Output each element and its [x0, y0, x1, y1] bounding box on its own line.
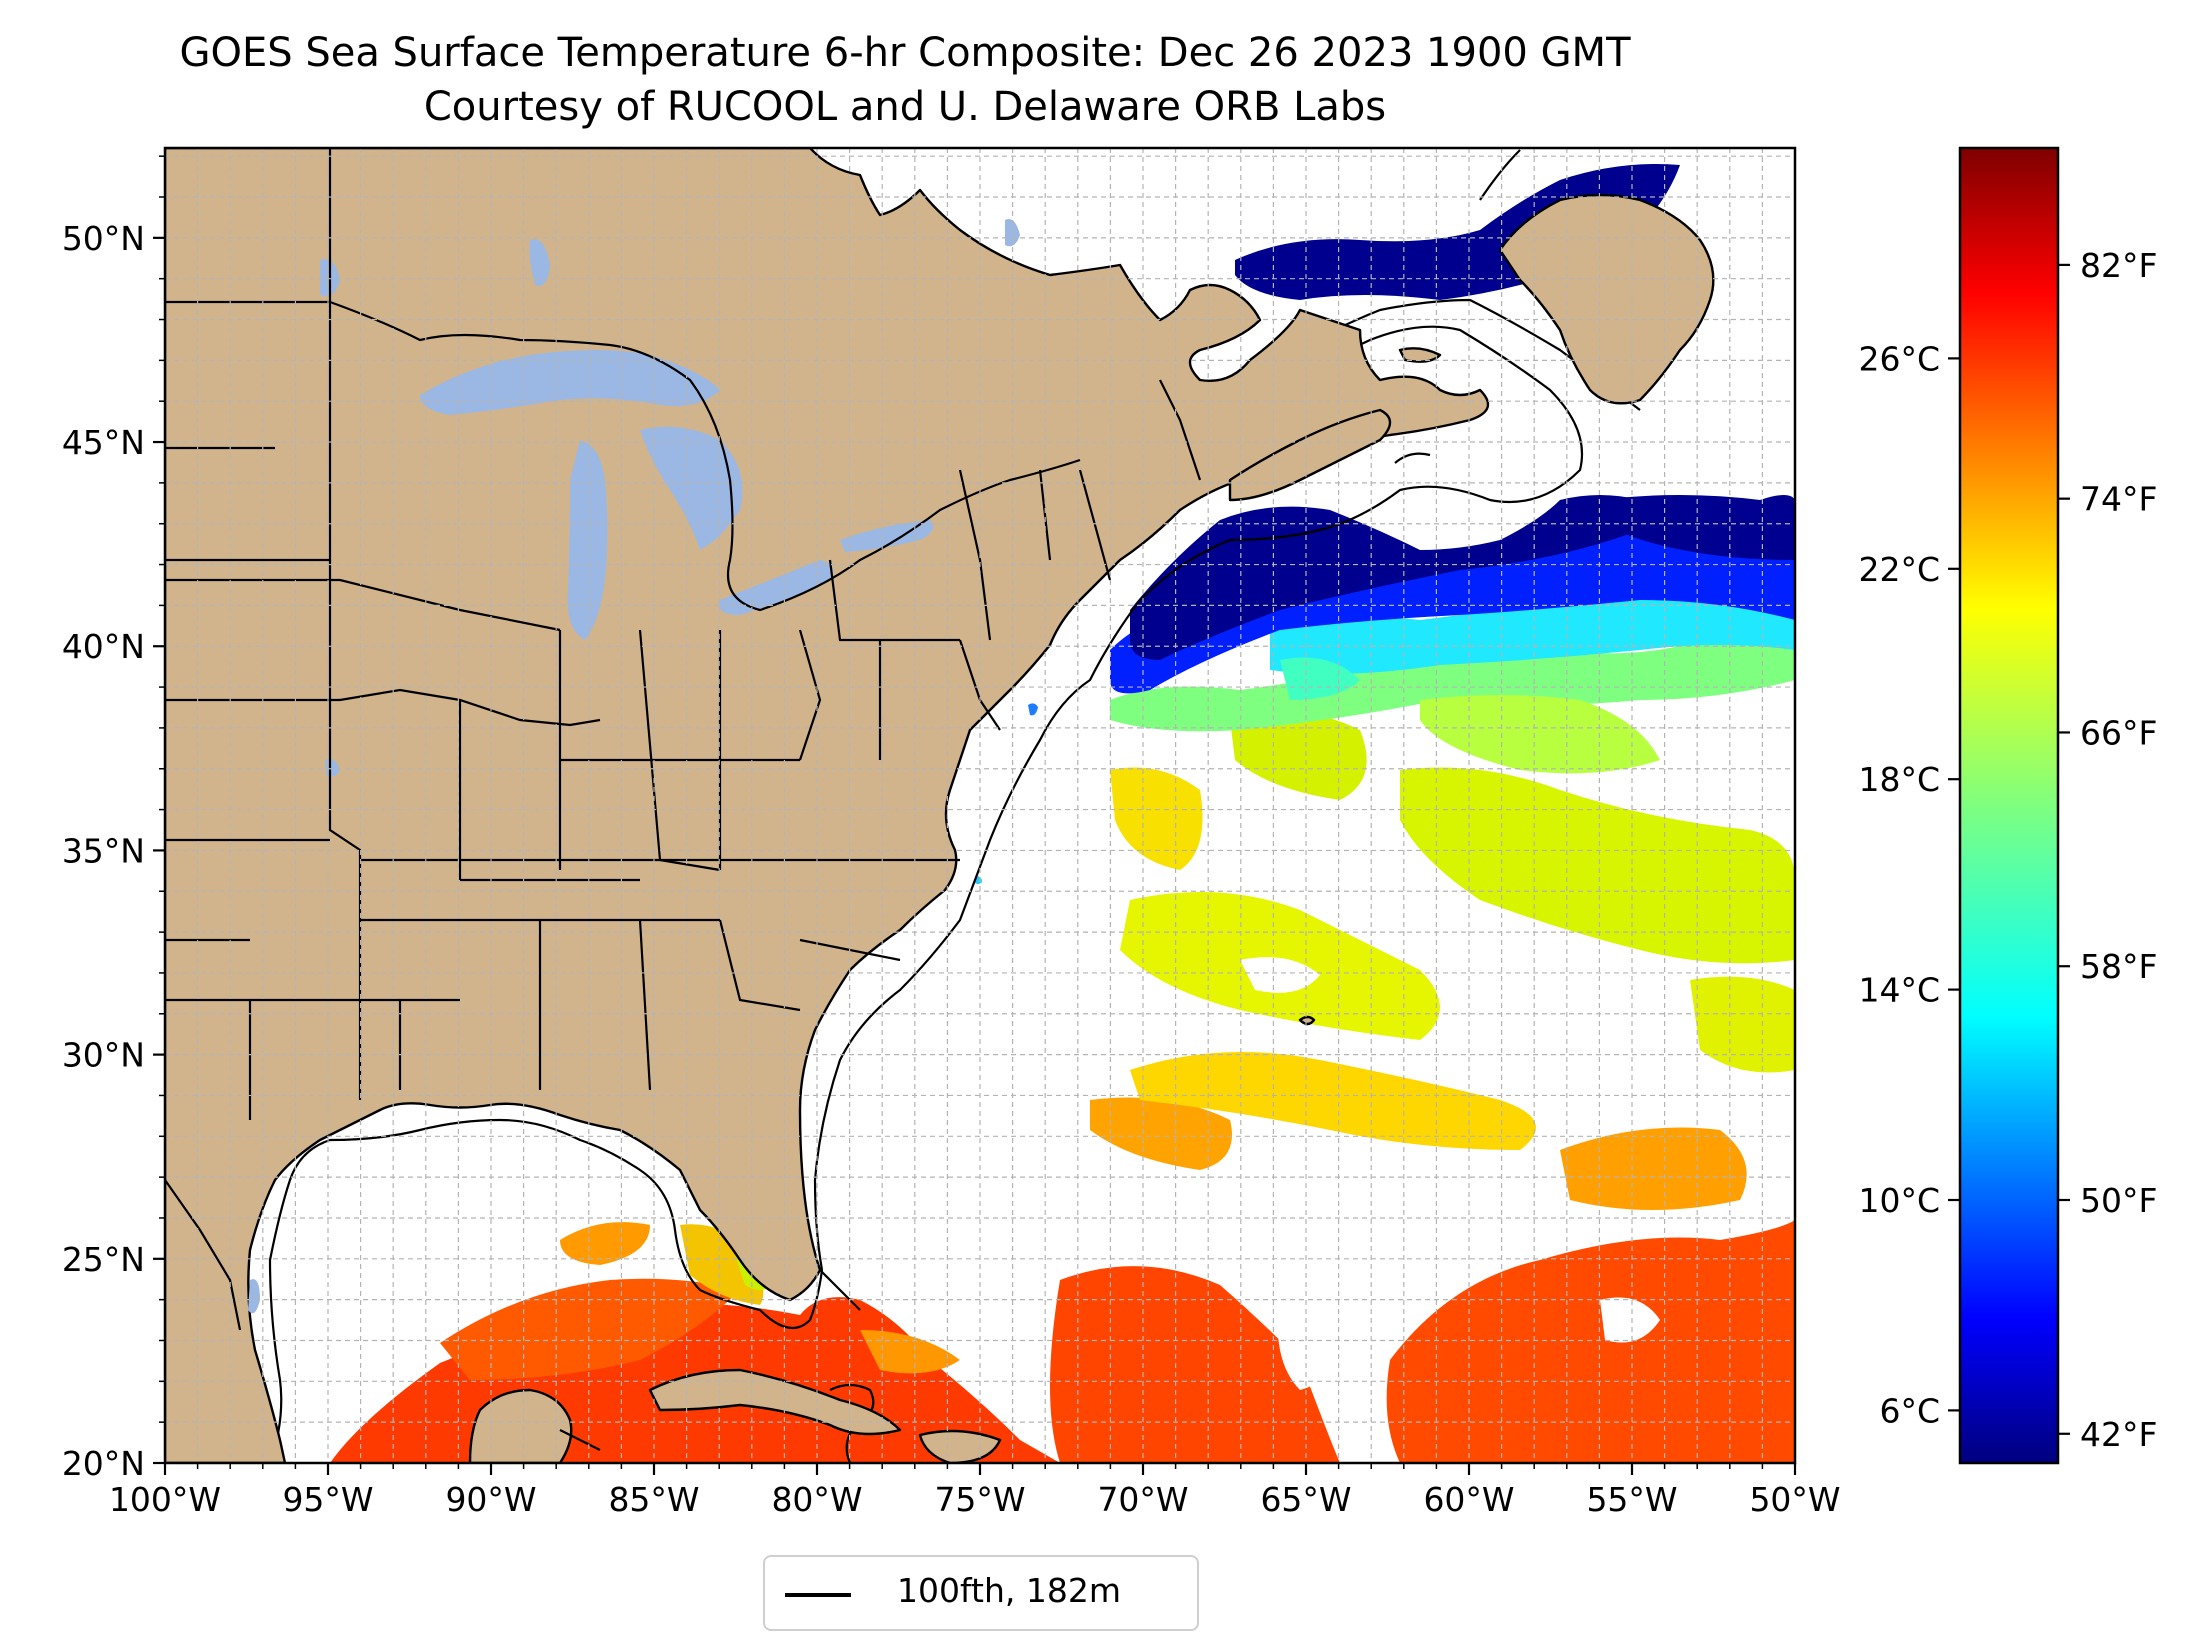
lake-huron [640, 426, 743, 550]
x-tick-label: 85°W [608, 1480, 699, 1519]
cuba-land [648, 1368, 902, 1436]
pei-land [1398, 347, 1442, 363]
colorbar-celsius-axis: 6°C 10°C 14°C 18°C 22°C 26°C [1858, 339, 1960, 1430]
lake-small-1 [248, 1279, 260, 1314]
lake-superior [420, 350, 720, 415]
sst-blue-band [1110, 515, 1795, 694]
sst-cyan-patch [1280, 657, 1360, 700]
y-tick-label: 20°N [62, 1444, 145, 1483]
sst-gulf-orange [560, 1222, 650, 1265]
political-borders [165, 148, 1202, 1451]
colorbar: 6°C 10°C 14°C 18°C 22°C 26°C 42°F 50°F 58°F 66°F… [1858, 146, 2157, 1465]
y-tick-label: 25°N [62, 1240, 145, 1279]
x-tick-label: 65°W [1260, 1480, 1351, 1519]
sst-gulf-south [440, 1278, 740, 1380]
x-tick-label: 80°W [771, 1480, 862, 1519]
colorbar-fahrenheit-label: 42°F [2080, 1415, 2157, 1454]
x-tick-label: 90°W [445, 1480, 536, 1519]
lake-okeechobee [325, 758, 340, 777]
nova-scotia-land [1228, 408, 1392, 502]
x-axis: 100°W 95°W 90°W 85°W 80°W 75°W 70°W 65°W 60°W 55°… [109, 1463, 1841, 1519]
colorbar-celsius-label: 18°C [1858, 760, 1940, 799]
x-tick-label: 50°W [1749, 1480, 1840, 1519]
sst-yellowgreen-far [1690, 976, 1795, 1073]
sst-yellowgreen-mid [1230, 712, 1367, 800]
colorbar-celsius-label: 26°C [1858, 339, 1940, 378]
sst-atlantic-south [1050, 1266, 1340, 1463]
sst-atlantic-southeast [1386, 1220, 1795, 1463]
y-tick-label: 45°N [62, 423, 145, 462]
colorbar-fahrenheit-label: 82°F [2080, 246, 2157, 285]
sst-orange-mid [1090, 1097, 1232, 1170]
lake-erie [719, 560, 834, 615]
land-mass [165, 148, 1715, 1463]
colorbar-fahrenheit-label: 58°F [2080, 947, 2157, 986]
lake-ontario [840, 520, 934, 552]
sst-navy-gulf-maine [1130, 495, 1795, 660]
colorbar-celsius-label: 6°C [1879, 1391, 1940, 1430]
newfoundland-land [1498, 193, 1715, 405]
sst-yellow-band [1130, 1052, 1536, 1150]
map-subtitle: Courtesy of RUCOOL and U. Delaware ORB L… [423, 84, 1387, 130]
y-tick-label: 40°N [62, 627, 145, 666]
great-lakes [248, 219, 1020, 1314]
colorbar-gradient [1958, 146, 2060, 1465]
map-plot-area [165, 148, 1795, 1463]
y-tick-label: 35°N [62, 831, 145, 870]
y-axis: 20°N 25°N 30°N 35°N 40°N 45°N 50°N [62, 155, 165, 1483]
x-tick-label: 70°W [1097, 1480, 1188, 1519]
graticule [165, 148, 1795, 1463]
sst-yellow-west [1110, 767, 1203, 870]
y-tick-label: 30°N [62, 1036, 145, 1075]
lake-michigan [567, 440, 608, 640]
sst-yellowgreen-east [1400, 767, 1795, 964]
y-tick-label: 50°N [62, 219, 145, 258]
colorbar-fahrenheit-label: 50°F [2080, 1181, 2157, 1220]
colorbar-celsius-label: 14°C [1858, 971, 1940, 1010]
colorbar-celsius-label: 22°C [1858, 550, 1940, 589]
sst-small-blue [1028, 703, 1038, 716]
colorbar-celsius-label: 10°C [1858, 1181, 1940, 1220]
colorbar-fahrenheit-axis: 42°F 50°F 58°F 66°F 74°F 82°F [2058, 246, 2157, 1454]
x-tick-label: 95°W [282, 1480, 373, 1519]
x-tick-label: 55°W [1586, 1480, 1677, 1519]
colorbar-fahrenheit-label: 74°F [2080, 480, 2157, 519]
sst-green-band [1110, 635, 1795, 732]
x-tick-label: 75°W [934, 1480, 1025, 1519]
bermuda-land [1298, 1015, 1316, 1026]
legend-label: 100fth, 182m [897, 1571, 1121, 1610]
legend-line-swatch [785, 1593, 851, 1597]
colorbar-fahrenheit-label: 66°F [2080, 713, 2157, 752]
north-america-land [165, 148, 1490, 1463]
lake-winnipeg-area [529, 239, 550, 286]
sst-atlantic-orange [1560, 1127, 1747, 1210]
map-title: GOES Sea Surface Temperature 6-hr Compos… [179, 30, 1631, 76]
sst-cyan-band [1270, 595, 1795, 674]
legend: 100fth, 182m [763, 1555, 1199, 1631]
x-tick-label: 60°W [1423, 1480, 1514, 1519]
x-tick-label: 100°W [109, 1480, 221, 1519]
